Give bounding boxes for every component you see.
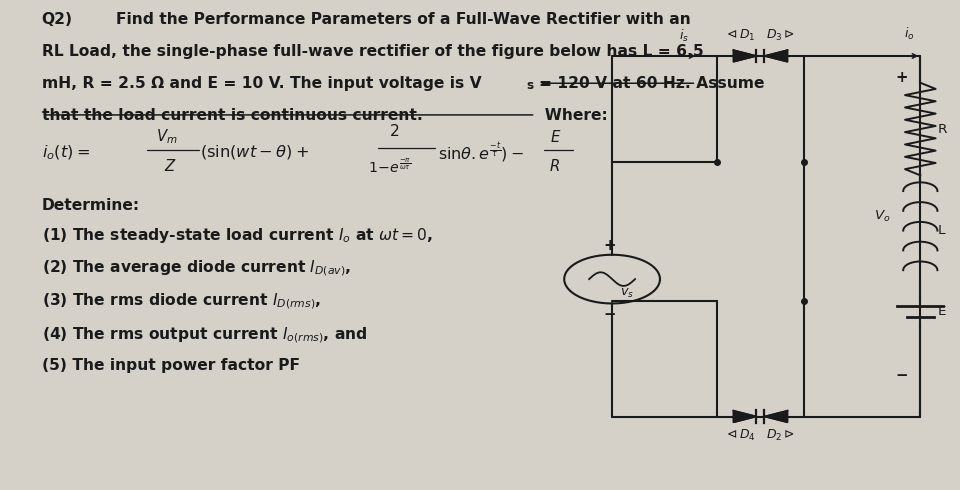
Text: $\vartriangleleft D_4$: $\vartriangleleft D_4$ bbox=[724, 427, 756, 442]
Text: (1) The steady-state load current $I_o$ at $\omega t = 0$,: (1) The steady-state load current $I_o$ … bbox=[41, 225, 433, 245]
Text: $v_s$: $v_s$ bbox=[620, 287, 634, 300]
Text: R: R bbox=[938, 122, 948, 136]
Text: = 120 V at 60 Hz. Assume: = 120 V at 60 Hz. Assume bbox=[540, 76, 765, 91]
Text: RL Load, the single-phase full-wave rectifier of the figure below has L = 6.5: RL Load, the single-phase full-wave rect… bbox=[41, 44, 704, 59]
Text: $R$: $R$ bbox=[549, 158, 560, 174]
Text: $D_2 \vartriangleright$: $D_2 \vartriangleright$ bbox=[766, 427, 795, 442]
Text: +: + bbox=[895, 71, 907, 85]
Text: $E$: $E$ bbox=[550, 129, 562, 145]
Text: that the load current is continuous current.: that the load current is continuous curr… bbox=[41, 108, 422, 122]
Text: Determine:: Determine: bbox=[41, 198, 140, 213]
Text: (4) The rms output current $I_{o(rms)}$, and: (4) The rms output current $I_{o(rms)}$,… bbox=[41, 325, 368, 344]
Text: −: − bbox=[603, 307, 615, 322]
Text: $2$: $2$ bbox=[389, 123, 399, 140]
Text: $V_o$: $V_o$ bbox=[874, 209, 890, 224]
Text: $\vartriangleleft D_1$: $\vartriangleleft D_1$ bbox=[725, 28, 756, 43]
Text: +: + bbox=[603, 238, 615, 252]
Text: −: − bbox=[895, 368, 907, 383]
Text: $D_3 \vartriangleright$: $D_3 \vartriangleright$ bbox=[766, 28, 795, 43]
Text: ${\rm sin}\theta.e^{\frac{-t}{\tau}})-$: ${\rm sin}\theta.e^{\frac{-t}{\tau}})-$ bbox=[438, 140, 524, 165]
Polygon shape bbox=[764, 50, 787, 62]
Text: $1\!-\!e^{\frac{-\pi}{\omega\tau}}$: $1\!-\!e^{\frac{-\pi}{\omega\tau}}$ bbox=[368, 158, 411, 176]
Text: E: E bbox=[938, 305, 946, 318]
Text: Where:: Where: bbox=[534, 108, 608, 122]
Polygon shape bbox=[764, 411, 787, 422]
Text: (3) The rms diode current $I_{D(rms)}$,: (3) The rms diode current $I_{D(rms)}$, bbox=[41, 292, 321, 311]
Text: (5) The input power factor PF: (5) The input power factor PF bbox=[41, 358, 300, 373]
Text: Q2): Q2) bbox=[41, 12, 73, 27]
Text: L: L bbox=[938, 224, 945, 237]
Text: $Z$: $Z$ bbox=[164, 158, 177, 174]
Text: (2) The average diode current $I_{D(av)}$,: (2) The average diode current $I_{D(av)}… bbox=[41, 259, 350, 278]
Text: Find the Performance Parameters of a Full-Wave Rectifier with an: Find the Performance Parameters of a Ful… bbox=[116, 12, 691, 27]
Text: $i_o$: $i_o$ bbox=[903, 26, 914, 42]
Polygon shape bbox=[733, 411, 756, 422]
Text: mH, R = 2.5 Ω and E = 10 V. The input voltage is V: mH, R = 2.5 Ω and E = 10 V. The input vo… bbox=[41, 76, 481, 91]
Text: $V_m$: $V_m$ bbox=[156, 127, 178, 146]
Polygon shape bbox=[733, 50, 756, 62]
Text: $({\rm sin}(wt-\theta)+$: $({\rm sin}(wt-\theta)+$ bbox=[201, 144, 309, 161]
Text: s: s bbox=[526, 79, 533, 92]
Text: $i_o(t) =$: $i_o(t) =$ bbox=[41, 143, 89, 162]
Text: $i_s$: $i_s$ bbox=[679, 28, 689, 44]
